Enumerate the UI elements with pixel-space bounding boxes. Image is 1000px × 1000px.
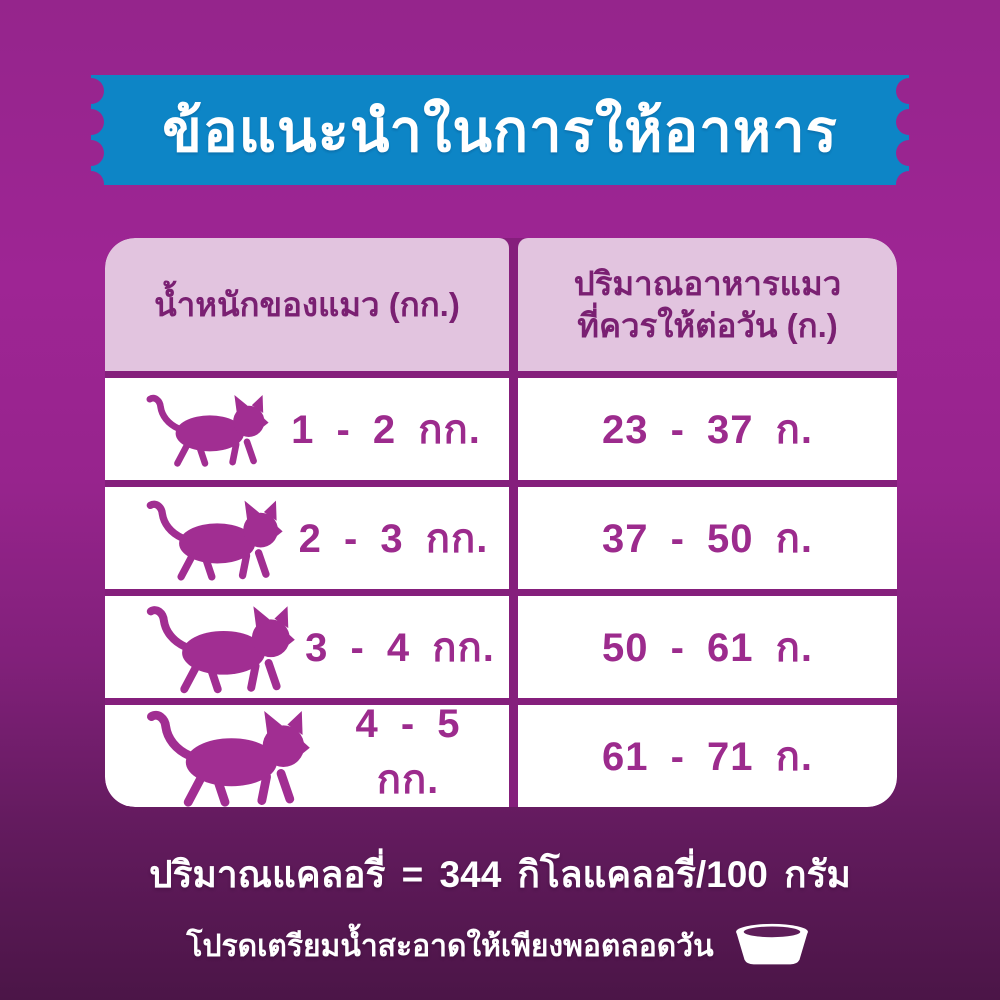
header-amount-line2: ที่ควรให้ต่อวัน (ก.) (577, 306, 838, 344)
ribbon-banner-shape (91, 75, 909, 185)
water-note-row: โปรดเตรียมน้ำสะอาดให้เพียงพอตลอดวัน (0, 922, 1000, 970)
weight-range-label: 2 - 3 กก. (298, 517, 489, 561)
column-header-weight: น้ำหนักของแมว (กก.) (105, 238, 509, 371)
page-title: ข้อแนะนำในการให้อาหาร (162, 98, 838, 164)
water-note: โปรดเตรียมน้ำสะอาดให้เพียงพอตลอดวัน (186, 929, 714, 963)
table-row-weight: 3 - 4 กก. (105, 596, 509, 698)
cat-silhouette-icon (147, 711, 310, 807)
feeding-table: น้ำหนักของแมว (กก.) ปริมาณอาหารแมว ที่คว… (105, 238, 897, 807)
table-row-amount: 37 - 50 ก. (518, 487, 897, 589)
table-row-amount: 61 - 71 ก. (518, 705, 897, 807)
header-amount-line1: ปริมาณอาหารแมว (573, 265, 842, 303)
calories-note: ปริมาณแคลอรี่ = 344 กิโลแคลอรี่/100 กรัม (149, 854, 851, 895)
pet-bowl-icon (735, 923, 808, 965)
weight-range-label: 4 - 5 กก. (355, 701, 461, 802)
table-row-weight: 4 - 5 กก. (105, 701, 509, 807)
cat-silhouette-icon (146, 606, 295, 694)
feeding-guide-banner: ข้อแนะนำในการให้อาหาร (91, 75, 909, 185)
weight-range-label: 3 - 4 กก. (305, 626, 495, 670)
table-row-weight: 1 - 2 กก. (105, 378, 509, 480)
header-weight-label: น้ำหนักของแมว (กก.) (154, 285, 460, 323)
weight-range-label: 1 - 2 กก. (291, 408, 481, 452)
footer-notes: ปริมาณแคลอรี่ = 344 กิโลแคลอรี่/100 กรัม… (0, 845, 1000, 970)
cat-silhouette-icon (146, 500, 283, 581)
column-header-amount: ปริมาณอาหารแมว ที่ควรให้ต่อวัน (ก.) (518, 238, 897, 371)
cat-silhouette-icon (146, 395, 269, 468)
table-row-amount: 23 - 37 ก. (518, 378, 897, 480)
table-row-weight: 2 - 3 กก. (105, 487, 509, 589)
table-row-amount: 50 - 61 ก. (518, 596, 897, 698)
